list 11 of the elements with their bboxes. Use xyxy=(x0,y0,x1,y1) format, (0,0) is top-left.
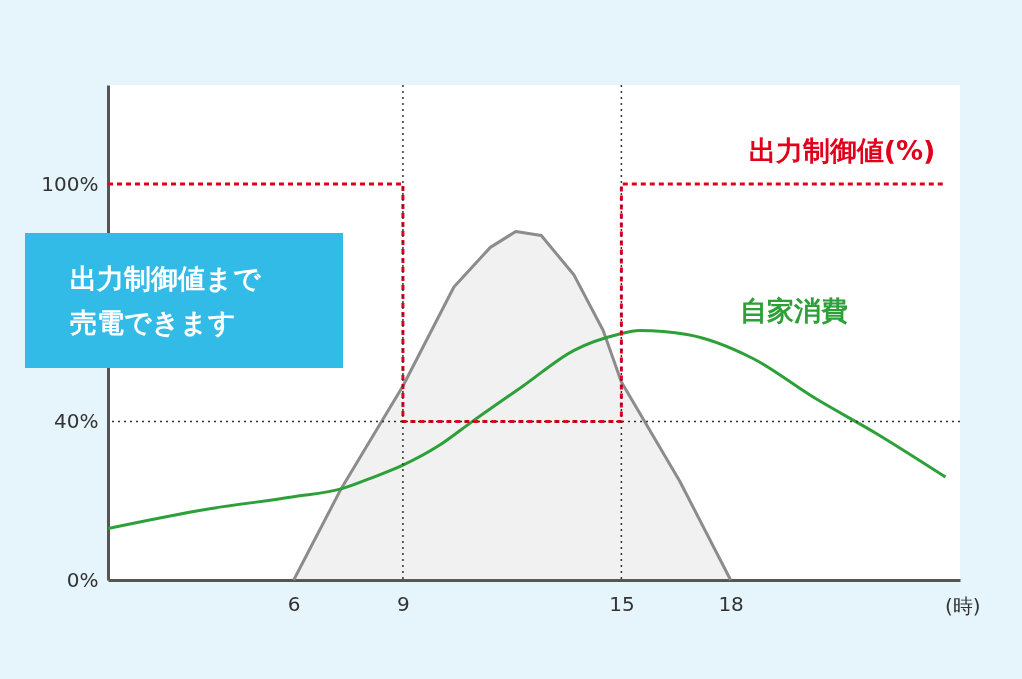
series-label: 自家消費 xyxy=(739,294,848,326)
x-axis-title: (時) xyxy=(944,593,981,618)
y-tick-label: 40% xyxy=(54,409,99,434)
x-tick-label: 9 xyxy=(397,591,410,616)
y-tick-label: 0% xyxy=(66,567,99,592)
annotation: 出力制御値まで売電できます xyxy=(70,262,262,340)
series-label: 出力制御値(%) xyxy=(748,135,936,166)
x-tick-label: 18 xyxy=(718,591,744,616)
y-tick-label: 100% xyxy=(41,171,99,196)
x-tick-label: 6 xyxy=(287,591,301,616)
x-tick-label: 15 xyxy=(609,591,635,616)
